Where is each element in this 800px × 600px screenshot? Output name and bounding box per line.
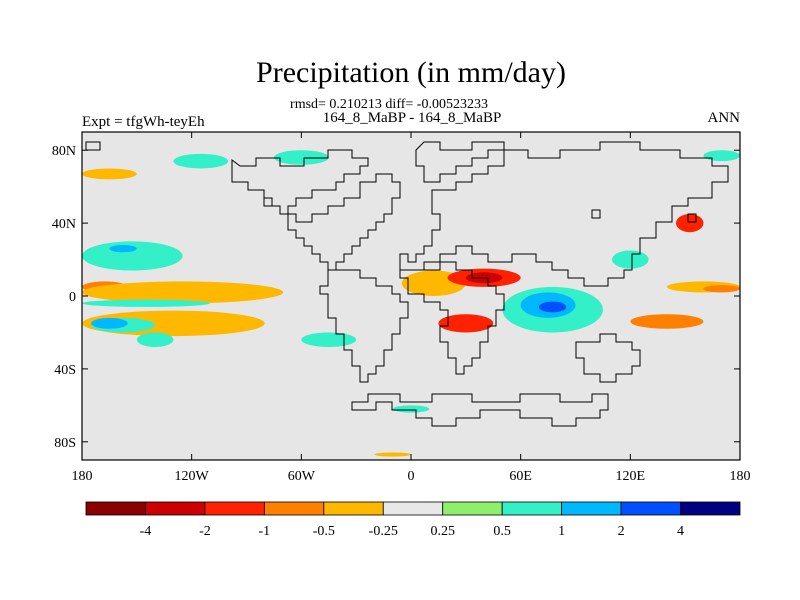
colorbar-label: -0.25	[369, 524, 398, 539]
anomaly-region-arctic-wet	[273, 150, 329, 165]
x-axis: 180 120W 60W 0 60E 120E 180	[72, 132, 751, 484]
y-tick-label: 80S	[54, 436, 76, 451]
anomaly-region-south-pacific-wet-2	[136, 332, 174, 348]
anomaly-region-arctic-dry	[82, 168, 137, 180]
experiment-label: Expt = tfgWh-teyEh	[82, 114, 205, 130]
colorbar-label: 0.25	[430, 524, 455, 539]
colorbar-swatch	[323, 501, 384, 516]
x-tick-label: 180	[72, 469, 93, 484]
coastline-australia	[575, 333, 641, 383]
colorbar-swatch	[263, 501, 325, 516]
anomaly-region-north-pacific-cyan	[109, 244, 137, 253]
colorbar-label: 4	[677, 524, 684, 539]
anomaly-region-japan-dry	[676, 214, 704, 233]
chart-title: Precipitation (in mm/day)	[256, 56, 566, 89]
anomaly-region-itcz-wet-south	[82, 299, 210, 307]
coastline-south-america	[319, 269, 409, 383]
season-label: ANN	[708, 110, 741, 126]
x-tick-label: 60E	[509, 469, 532, 484]
colorbar-swatch	[501, 501, 563, 516]
y-tick-label: 80N	[52, 144, 76, 159]
coastlines	[85, 141, 729, 427]
colorbar-swatch	[561, 501, 622, 516]
colorbar-label: 2	[618, 524, 625, 539]
colorbar-swatch	[85, 501, 146, 516]
colorbar-label: -2	[199, 524, 211, 539]
colorbar-swatch	[382, 501, 444, 516]
anomaly-region-madagascar-dry	[438, 314, 494, 333]
colorbar-swatch	[204, 501, 265, 516]
colorbar-label: 0.5	[493, 524, 511, 539]
coastline-europe-asia	[399, 141, 729, 287]
anomaly-region-east-pacific-orange	[703, 285, 740, 293]
coastline-antarctica	[351, 393, 609, 427]
anomaly-region-south-atlantic-wet	[301, 332, 357, 348]
anomaly-regions	[82, 150, 740, 457]
anomaly-region-antarctic-dry	[374, 452, 411, 457]
coastline-africa	[399, 261, 505, 375]
x-tick-label: 180	[730, 469, 751, 484]
colorbar-label: 1	[558, 524, 565, 539]
anomaly-region-west-pacific-dry	[630, 314, 704, 329]
x-tick-label: 120E	[616, 469, 646, 484]
anomaly-region-north-atlantic-wet	[173, 153, 229, 169]
coastline-canada-east	[287, 173, 401, 271]
colorbar-swatch	[620, 501, 681, 516]
comparison-label: 164_8_MaBP - 164_8_MaBP	[323, 110, 502, 126]
colorbar-swatch	[680, 501, 741, 516]
stats-line: rmsd= 0.210213 diff= -0.00523233	[290, 97, 488, 112]
colorbar-label: -0.5	[313, 524, 335, 539]
coastline-greenland	[415, 141, 505, 183]
colorbar-label: -1	[259, 524, 271, 539]
anomaly-region-indian-ocean-blue	[538, 301, 567, 313]
colorbar: -4 -2 -1 -0.5 -0.25 0.25 0.5 1 2 4	[85, 501, 741, 539]
y-tick-label: 40S	[54, 363, 76, 378]
colorbar-swatch	[442, 501, 503, 516]
y-axis: 80N 40N 0 40S 80S	[52, 144, 740, 451]
y-tick-label: 40N	[52, 217, 76, 232]
y-tick-label: 0	[69, 290, 76, 305]
anomaly-region-arctic-east-wet	[703, 150, 740, 162]
x-tick-label: 0	[408, 469, 415, 484]
x-tick-label: 120W	[175, 469, 210, 484]
x-tick-label: 60W	[288, 469, 316, 484]
anomaly-region-east-asia-wet	[612, 250, 649, 269]
anomaly-region-north-pacific-wet	[82, 241, 183, 271]
colorbar-label: -4	[140, 524, 152, 539]
anomaly-region-south-pacific-cyan	[91, 317, 128, 329]
coastline-arctic-islands	[85, 141, 697, 223]
colorbar-swatch	[145, 501, 206, 516]
anomaly-region-south-ocean-wet	[392, 405, 430, 413]
anomaly-region-itcz-dry-band	[82, 281, 284, 304]
